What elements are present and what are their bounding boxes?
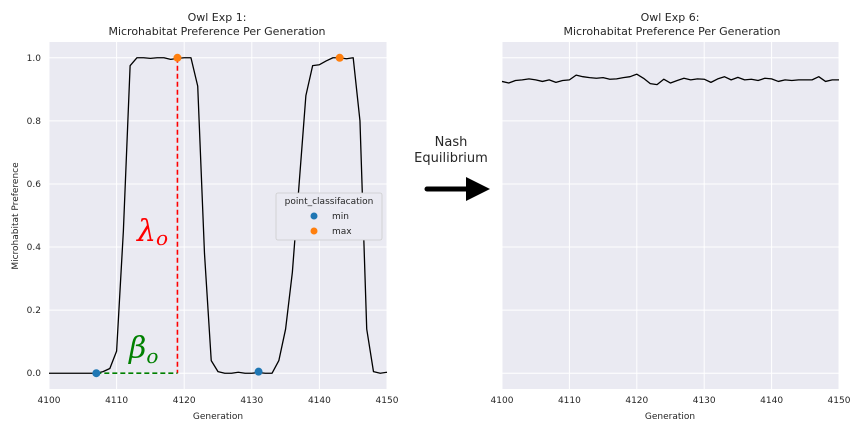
legend-marker-min — [310, 212, 318, 220]
point-min — [254, 367, 263, 376]
arrow-label-line1: Nash — [435, 135, 468, 150]
grid-lines — [501, 42, 840, 389]
y-axis-label: Microhabitat Preference — [11, 162, 21, 270]
x-tick-label: 4130 — [693, 396, 716, 406]
y-tick-label: 1.0 — [27, 54, 42, 64]
legend-marker-max — [310, 227, 318, 235]
x-tick-label: 4130 — [240, 396, 263, 406]
legend-label-max: max — [332, 227, 352, 237]
legend-label-min: min — [332, 212, 349, 222]
chart-title-line1: Owl Exp 6: — [641, 11, 700, 24]
x-tick-label: 4110 — [105, 396, 128, 406]
nash-equilibrium-arrow: Nash Equilibrium — [414, 135, 490, 201]
arrow-head-icon — [466, 177, 490, 201]
y-tick-label: 0.0 — [27, 369, 42, 379]
series-layer — [49, 57, 388, 374]
y-tick-label: 0.8 — [27, 117, 42, 127]
chart-title-line1: Owl Exp 1: — [188, 11, 247, 24]
x-tick-label: 4110 — [558, 396, 581, 406]
beta-subscript: o — [146, 344, 158, 368]
chart-panel-owl-exp-1: Owl Exp 1: Microhabitat Preference Per G… — [11, 11, 399, 422]
x-tick-label: 4100 — [491, 396, 514, 406]
chart-panel-owl-exp-6: Owl Exp 6: Microhabitat Preference Per G… — [491, 11, 851, 422]
plot-area-background — [502, 42, 839, 389]
arrow-label-line2: Equilibrium — [414, 151, 488, 166]
x-tick-label: 4100 — [38, 396, 61, 406]
legend: point_classifacation min max — [275, 192, 383, 241]
chart-title-line2: Microhabitat Preference Per Generation — [563, 25, 780, 38]
grid-lines — [48, 42, 388, 389]
x-tick-label: 4150 — [376, 396, 399, 406]
x-tick-label: 4150 — [828, 396, 851, 406]
x-tick-label: 4140 — [308, 396, 331, 406]
point-max — [335, 53, 344, 62]
point-min — [92, 369, 101, 378]
tick-labels: 4100 4110 4120 4130 4140 4150 — [491, 396, 851, 406]
lambda-subscript: o — [156, 226, 168, 250]
series-line — [49, 57, 388, 374]
legend-title: point_classifacation — [285, 197, 374, 207]
classified-points-layer — [92, 53, 344, 378]
tick-labels: 4100 4110 4120 4130 4140 4150 0.0 0.2 0.4 0.6 0.8 1… — [27, 54, 399, 406]
y-tick-label: 0.4 — [27, 243, 42, 253]
beta-label: βo — [128, 331, 158, 368]
y-tick-label: 0.6 — [27, 180, 42, 190]
series-layer — [501, 73, 839, 86]
y-tick-label: 0.2 — [27, 306, 41, 316]
point-max — [173, 53, 182, 62]
x-tick-label: 4140 — [760, 396, 783, 406]
x-tick-label: 4120 — [173, 396, 196, 406]
chart-title-line2: Microhabitat Preference Per Generation — [108, 25, 325, 38]
x-axis-label: Generation — [645, 412, 695, 422]
legend-box — [275, 192, 383, 241]
lambda-symbol: λ — [136, 214, 156, 249]
x-axis-label: Generation — [193, 412, 243, 422]
lambda-label: λo — [136, 214, 168, 250]
series-line — [501, 73, 839, 86]
beta-symbol: β — [128, 331, 146, 366]
x-tick-label: 4120 — [625, 396, 648, 406]
